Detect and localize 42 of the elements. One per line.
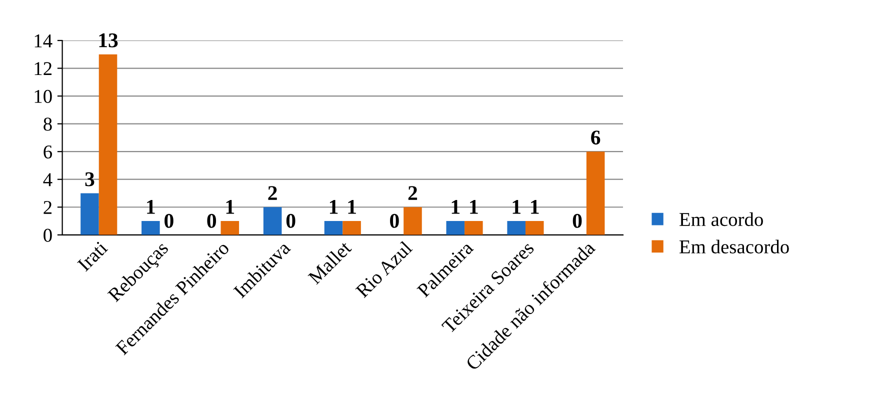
data-label: 0 <box>572 214 582 228</box>
legend-label: Em acordo <box>679 212 763 226</box>
data-label: 0 <box>390 214 399 228</box>
bar <box>586 152 605 235</box>
y-tick-label: 14 <box>34 34 52 48</box>
bar <box>342 221 361 235</box>
y-tick-label: 2 <box>44 201 52 214</box>
bar <box>324 221 343 235</box>
bar <box>507 221 526 235</box>
data-label: 2 <box>408 186 418 200</box>
data-label: 1 <box>470 200 478 214</box>
data-label: 1 <box>147 200 155 214</box>
y-tick-label: 0 <box>44 228 52 242</box>
data-label: 1 <box>531 200 539 214</box>
data-label: 1 <box>226 200 234 214</box>
bar <box>220 221 240 235</box>
data-label: 13 <box>99 33 118 48</box>
bar <box>525 221 544 235</box>
data-label: 3 <box>85 172 94 186</box>
data-label: 0 <box>286 214 296 228</box>
y-tick-label: 4 <box>43 173 52 186</box>
y-tick-label: 12 <box>34 62 52 76</box>
data-label: 1 <box>330 200 338 214</box>
legend-label: Em desacordo <box>679 240 789 254</box>
bar <box>142 221 160 235</box>
y-tick-label: 8 <box>44 118 52 131</box>
data-label: 0 <box>207 214 216 228</box>
y-tick-label: 6 <box>44 145 52 159</box>
bar <box>404 207 422 235</box>
bar <box>98 54 118 235</box>
bar <box>446 221 465 235</box>
bar <box>464 221 483 235</box>
data-label: 1 <box>512 200 520 214</box>
y-tick-label: 10 <box>34 90 52 103</box>
x-tick-label: Irati <box>76 240 108 272</box>
data-label: 1 <box>348 200 356 214</box>
data-label: 6 <box>591 130 600 145</box>
data-label: 0 <box>164 214 174 228</box>
data-label: 2 <box>268 186 277 200</box>
bar <box>263 207 282 235</box>
data-label: 1 <box>452 200 460 214</box>
bar <box>80 193 99 235</box>
